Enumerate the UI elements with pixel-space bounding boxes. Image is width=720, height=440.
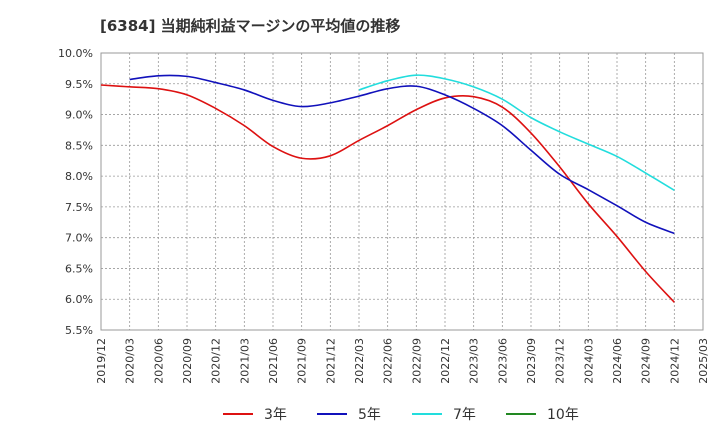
y-tick-label: 9.0% [65, 109, 93, 122]
x-tick-label: 2020/06 [152, 338, 165, 384]
y-tick-label: 6.5% [65, 262, 93, 275]
x-tick-label: 2024/09 [640, 338, 653, 384]
y-tick-label: 6.0% [65, 293, 93, 306]
x-tick-label: 2020/12 [210, 338, 223, 384]
y-tick-label: 8.0% [65, 170, 93, 183]
y-tick-label: 5.5% [65, 324, 93, 337]
x-tick-label: 2022/12 [439, 338, 452, 384]
x-tick-label: 2024/06 [611, 338, 624, 384]
y-tick-label: 7.0% [65, 232, 93, 245]
x-tick-label: 2021/09 [296, 338, 309, 384]
x-tick-label: 2021/06 [267, 338, 280, 384]
y-tick-label: 9.5% [65, 78, 93, 91]
y-tick-label: 10.0% [58, 47, 93, 60]
x-tick-label: 2021/03 [238, 338, 251, 384]
y-tick-label: 7.5% [65, 201, 93, 214]
legend-label-3: 10年 [547, 407, 579, 423]
chart-title: [6384] 当期純利益マージンの平均値の推移 [100, 17, 400, 35]
x-tick-label: 2024/12 [668, 338, 681, 384]
x-tick-label: 2023/09 [525, 338, 538, 384]
legend-label-1: 5年 [358, 407, 381, 423]
x-tick-label: 2024/03 [582, 338, 595, 384]
series-line-1 [129, 74, 675, 235]
x-tick-label: 2022/03 [353, 338, 366, 384]
x-tick-label: 2023/12 [554, 338, 567, 384]
legend-label-0: 3年 [264, 407, 287, 423]
x-tick-label: 2021/12 [324, 338, 337, 384]
grid-layer [100, 52, 704, 331]
series-line-2 [358, 74, 675, 191]
x-tick-label: 2022/06 [382, 338, 395, 384]
legend-label-2: 7年 [453, 407, 476, 423]
x-tick-label: 2023/06 [496, 338, 509, 384]
x-tick-label: 2023/03 [468, 338, 481, 384]
plot-frame [100, 52, 704, 331]
series-layer [100, 74, 675, 303]
x-tick-label: 2020/03 [124, 338, 137, 384]
x-tick-label: 2022/09 [410, 338, 423, 384]
axis-layer: 10.0% 9.5% 9.0% 8.5% 8.0% 7.5% 7.0% 6.5% 6.0% 5.5… [58, 47, 710, 384]
y-tick-label: 8.5% [65, 139, 93, 152]
x-tick-label: 2020/09 [181, 338, 194, 384]
x-tick-label: 2019/12 [95, 338, 108, 384]
series-line-0 [100, 84, 675, 303]
x-tick-label: 2025/03 [697, 338, 710, 384]
legend: 3年 5年 7年 10年 [223, 407, 579, 423]
